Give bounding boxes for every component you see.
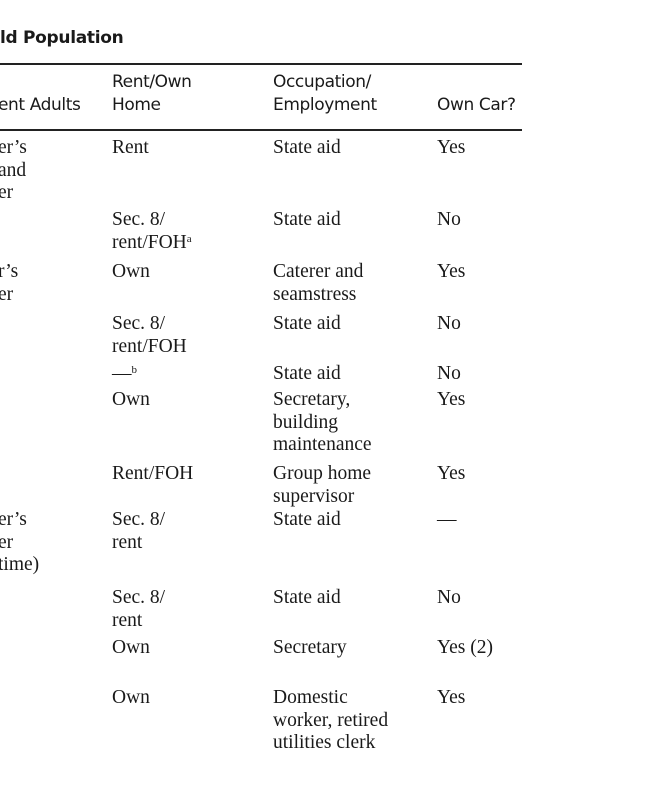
table-cell-adults: r’s er — [0, 261, 18, 306]
table-cell-occupation: State aid — [273, 509, 341, 532]
cell-text: er’s er time) — [0, 509, 40, 575]
table-cell-car: Yes — [437, 687, 465, 710]
cell-text: Sec. 8/ rent/FOH — [112, 313, 187, 357]
cell-text: Domestic worker, retired utilities clerk — [273, 687, 389, 753]
cell-text: Yes — [437, 463, 466, 484]
header-own-car: Own Car? — [437, 95, 516, 115]
table-cell-occupation: Domestic worker, retired utilities clerk — [273, 687, 388, 755]
cell-text: No — [437, 363, 461, 384]
table-cell-occupation: State aid — [273, 587, 341, 610]
cell-text: Yes — [437, 687, 466, 708]
table-cell-home: Sec. 8/ rent — [112, 509, 165, 554]
header-rule — [0, 129, 522, 131]
table-cell-home: Own — [112, 389, 150, 412]
cell-text: Sec. 8/ rent/FOH — [112, 209, 187, 253]
header-occupation: Occupation/ Employment — [273, 72, 377, 115]
table-cell-home: Sec. 8/ rent — [112, 587, 165, 632]
table-cell-car: Yes — [437, 389, 465, 412]
header-rent-own: Rent/Own Home — [112, 72, 192, 115]
cell-text: State aid — [273, 313, 341, 334]
cell-text: State aid — [273, 509, 341, 530]
cell-text: r’s er — [0, 261, 19, 305]
cell-text: — — [437, 509, 457, 530]
cell-text: State aid — [273, 587, 341, 608]
table-cell-car: — — [437, 509, 457, 532]
table-cell-occupation: Group home supervisor — [273, 463, 371, 508]
table-cell-car: No — [437, 209, 461, 232]
table-cell-occupation: Secretary — [273, 637, 347, 660]
footnote-marker: b — [131, 364, 138, 376]
cell-text: Yes — [437, 261, 466, 282]
cell-text: Rent — [112, 137, 149, 158]
table-cell-home: Sec. 8/ rent/FOHa — [112, 209, 192, 254]
cell-text: Yes — [437, 137, 466, 158]
table-cell-occupation: Caterer and seamstress — [273, 261, 363, 306]
table-cell-home: Rent — [112, 137, 149, 160]
cell-text: Caterer and seamstress — [273, 261, 364, 305]
table-cell-home: Own — [112, 687, 150, 710]
table-cell-adults: er’s er time) — [0, 509, 39, 577]
table-cell-home: Sec. 8/ rent/FOH — [112, 313, 187, 358]
table-cell-car: No — [437, 313, 461, 336]
table-cell-occupation: Secretary, building maintenance — [273, 389, 372, 457]
cell-text: Secretary, building maintenance — [273, 389, 372, 455]
cell-text: Group home supervisor — [273, 463, 372, 507]
table-title: ld Population — [0, 28, 124, 48]
cell-text: Sec. 8/ rent — [112, 509, 166, 553]
cell-text: No — [437, 209, 461, 230]
cell-text: Own — [112, 637, 150, 658]
table-cell-adults: er’s and er — [0, 137, 27, 205]
cell-text: Yes (2) — [437, 637, 493, 658]
table-cell-car: Yes — [437, 261, 465, 284]
table-cell-home: Rent/FOH — [112, 463, 193, 486]
cell-text: No — [437, 587, 461, 608]
cell-text: State aid — [273, 363, 341, 384]
footnote-marker: a — [186, 232, 192, 245]
cell-text: Own — [112, 261, 150, 282]
table-cell-car: No — [437, 363, 461, 386]
cell-text: Sec. 8/ rent — [112, 587, 166, 631]
cell-text: Secretary — [273, 637, 347, 658]
header-adults: ent Adults — [0, 95, 81, 115]
table-cell-home: Own — [112, 637, 150, 660]
table-cell-occupation: State aid — [273, 363, 341, 386]
table-cell-car: Yes — [437, 463, 465, 486]
cell-text: No — [437, 313, 461, 334]
cell-text: — — [112, 363, 132, 384]
cell-text: State aid — [273, 209, 341, 230]
cell-text: er’s and er — [0, 137, 27, 203]
table-cell-home: Own — [112, 261, 150, 284]
table-cell-home: —b — [112, 363, 137, 386]
table-cell-car: Yes — [437, 137, 465, 160]
table-cell-car: No — [437, 587, 461, 610]
table-cell-occupation: State aid — [273, 137, 341, 160]
cell-text: Rent/FOH — [112, 463, 194, 484]
cell-text: Own — [112, 687, 150, 708]
top-rule — [0, 63, 522, 65]
table-cell-car: Yes (2) — [437, 637, 493, 660]
table-cell-occupation: State aid — [273, 313, 341, 336]
cell-text: Own — [112, 389, 150, 410]
cell-text: Yes — [437, 389, 466, 410]
cell-text: State aid — [273, 137, 341, 158]
table-cell-occupation: State aid — [273, 209, 341, 232]
